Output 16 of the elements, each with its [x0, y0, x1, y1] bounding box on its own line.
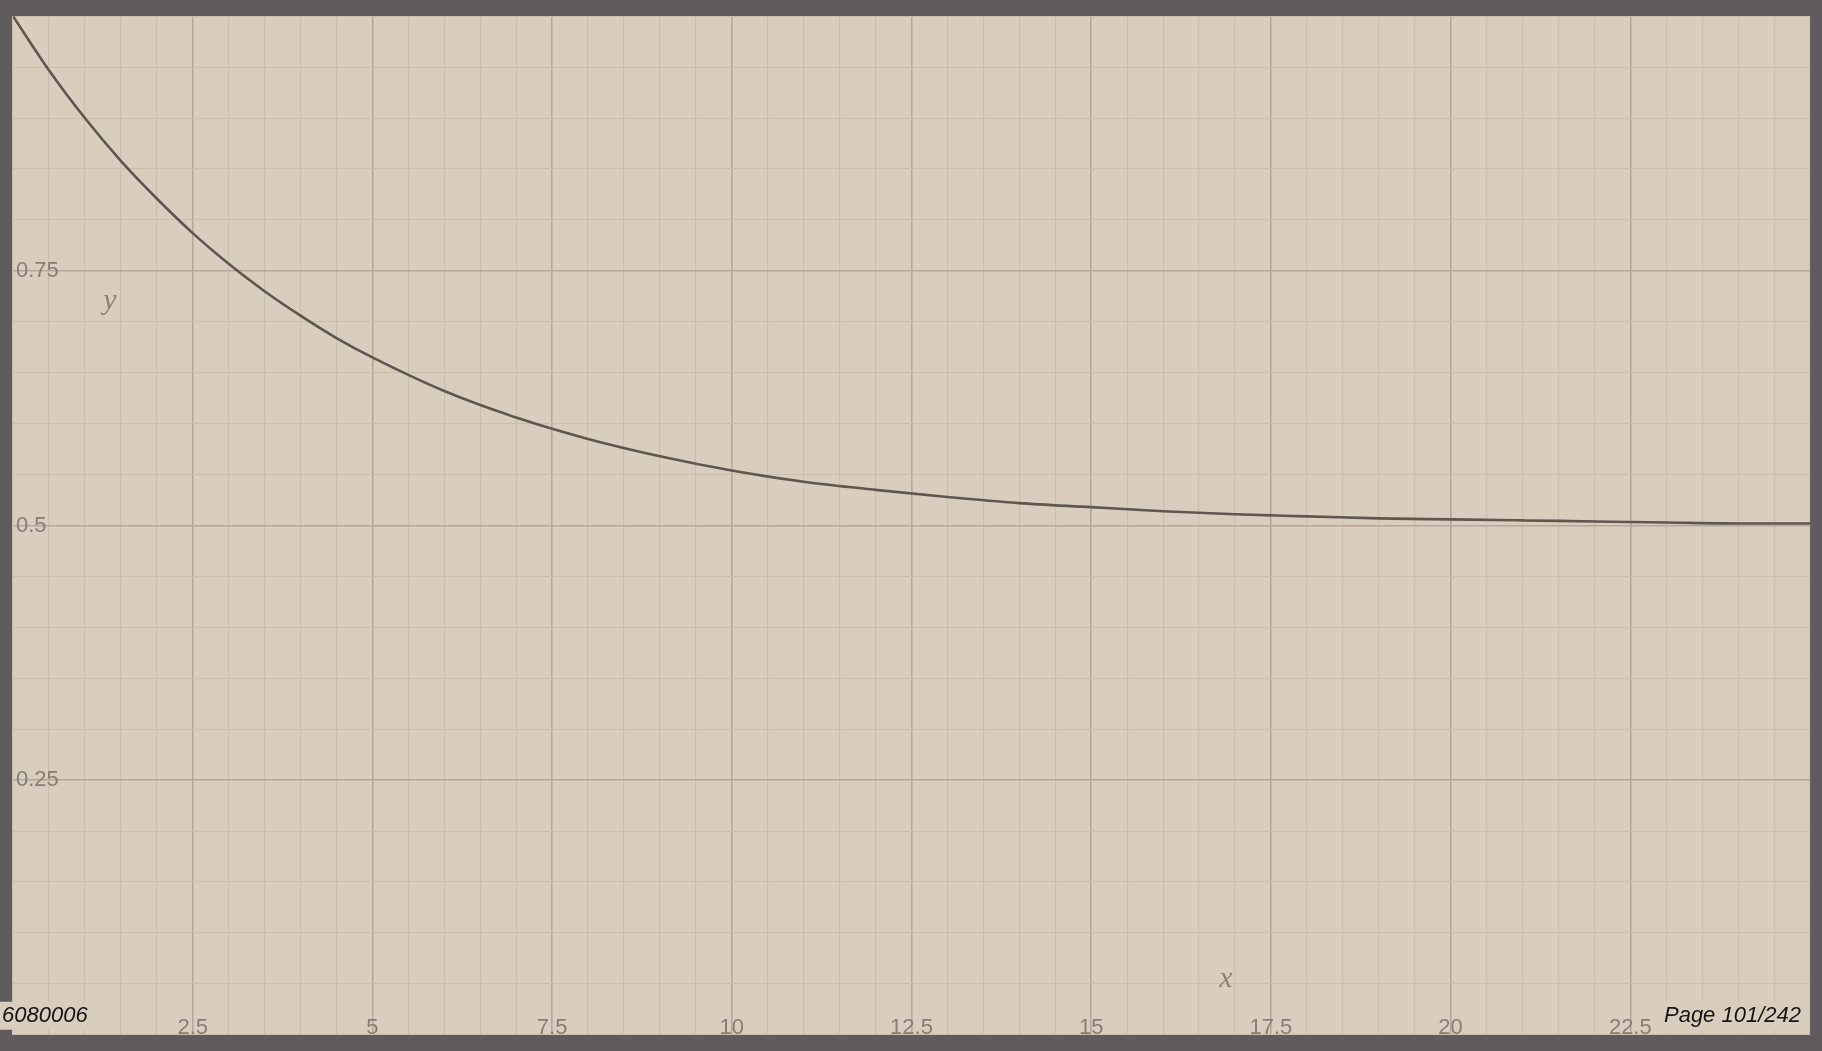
x-tick-label: 10	[719, 1013, 745, 1039]
annotation: Page 101/242	[1663, 1001, 1801, 1027]
y-tick-label: 0.5	[16, 511, 47, 537]
y-tick-label: 0.75	[16, 256, 59, 282]
x-tick-label: 7.5	[536, 1013, 568, 1039]
x-tick-label: 22.5	[1608, 1013, 1652, 1039]
y-tick-label: 0.25	[16, 766, 59, 792]
x-axis-title: x	[1218, 959, 1234, 993]
x-tick-label: 12.5	[890, 1013, 933, 1039]
x-tick-label: 20	[1438, 1013, 1463, 1039]
x-tick-label: 2.5	[177, 1013, 208, 1039]
annotation: 6080006	[2, 1001, 89, 1027]
x-tick-label: 17.5	[1249, 1013, 1293, 1039]
y-axis-title: y	[100, 282, 118, 316]
x-tick-label: 5	[366, 1013, 379, 1039]
x-tick-label: 15	[1078, 1013, 1104, 1039]
